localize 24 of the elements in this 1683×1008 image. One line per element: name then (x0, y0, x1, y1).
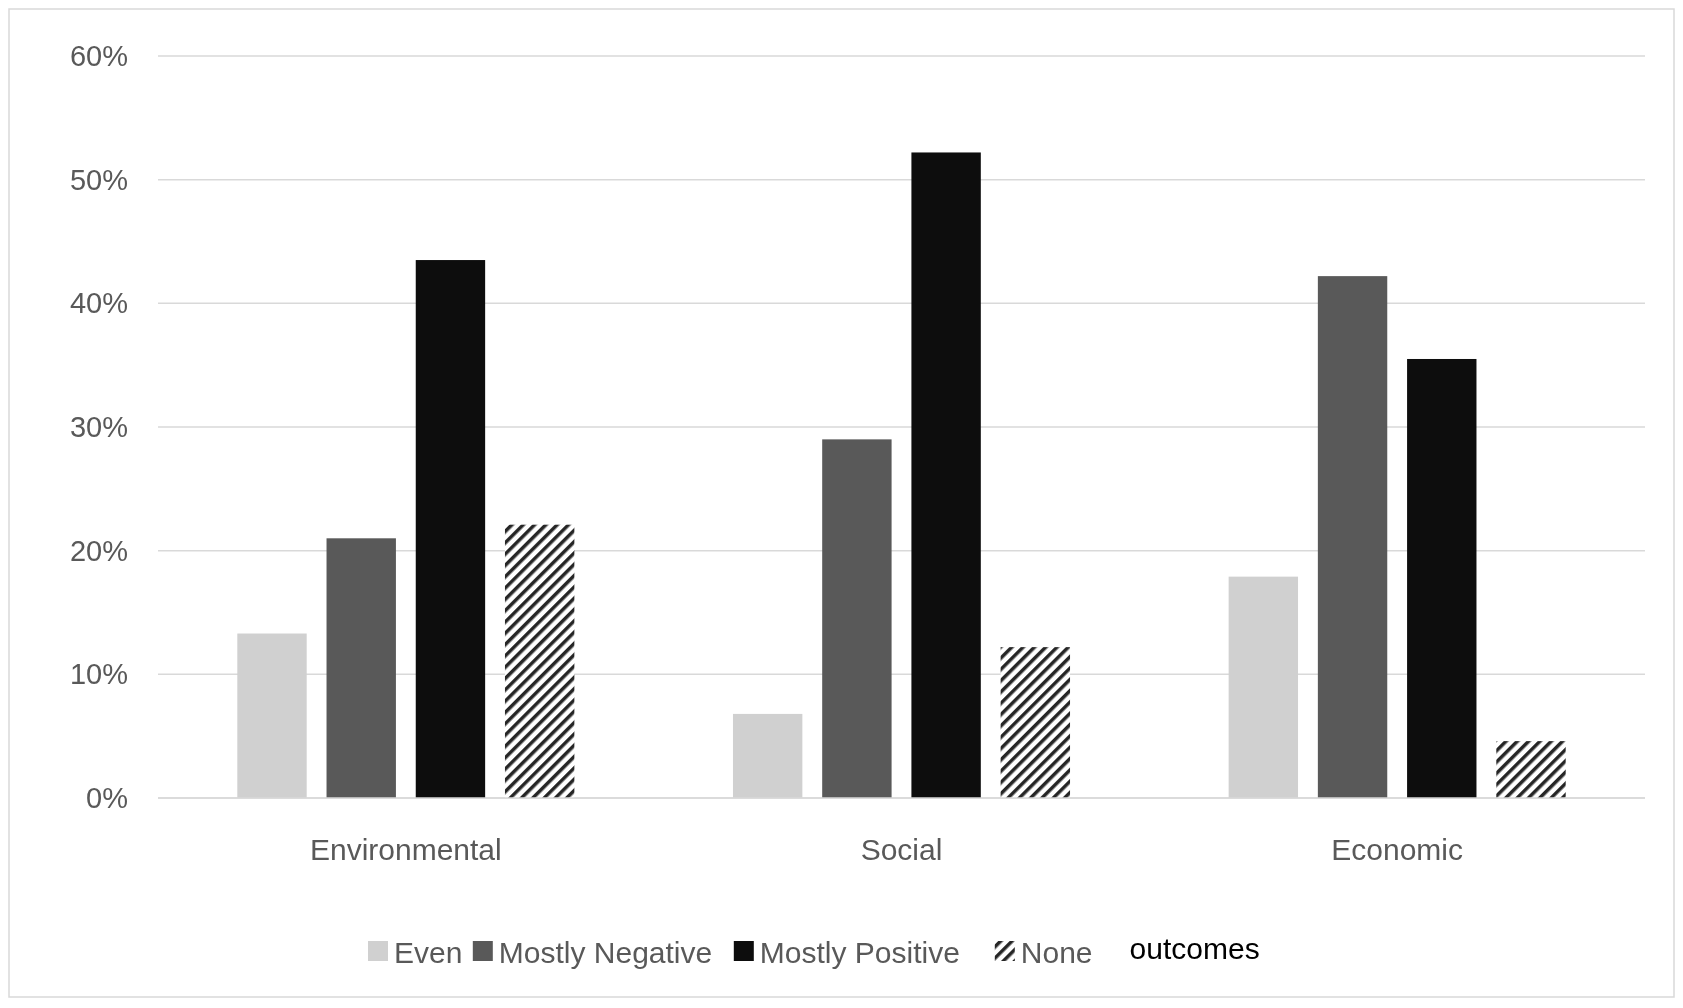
y-tick-label: 60% (69, 40, 128, 73)
y-tick-label: 20% (69, 534, 128, 567)
legend-label: Even (394, 935, 463, 969)
bar (326, 538, 396, 798)
bar (1407, 358, 1477, 798)
y-tick-label: 50% (69, 163, 128, 196)
bar (911, 152, 981, 798)
bar (504, 524, 575, 798)
bar (1496, 741, 1566, 798)
x-tick-label: Economic (1331, 833, 1464, 866)
x-tick-label: Social (860, 833, 943, 866)
bar (822, 439, 892, 798)
legend-label: Mostly Positive (759, 935, 960, 969)
y-tick-label: 30% (69, 411, 128, 444)
y-tick-label: 10% (69, 658, 128, 691)
legend-label: Mostly Negative (498, 935, 713, 969)
y-tick-label: 40% (69, 287, 128, 320)
legend-label: None (1020, 935, 1093, 969)
x-tick-label: Environmental (309, 833, 502, 866)
bar (415, 260, 486, 798)
bar (1000, 647, 1071, 798)
bar (1317, 276, 1388, 798)
y-tick-label: 0% (86, 782, 128, 815)
legend-title: outcomes (1129, 931, 1260, 965)
